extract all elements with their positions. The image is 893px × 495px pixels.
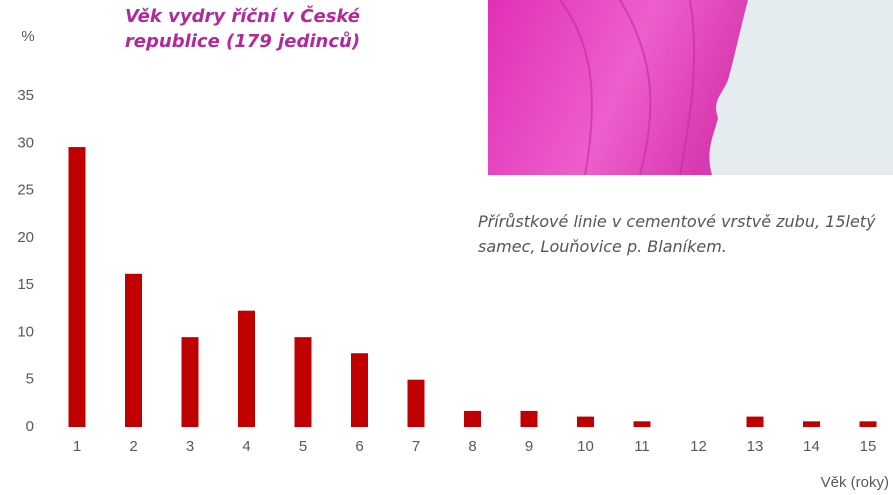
bar bbox=[238, 310, 255, 427]
y-tick-label: 25 bbox=[17, 182, 34, 199]
chart-title: Věk vydry říční v České republice (179 j… bbox=[124, 6, 361, 52]
x-tick-label: 9 bbox=[525, 438, 533, 455]
x-tick-label: 4 bbox=[242, 438, 250, 455]
x-tick-label: 13 bbox=[747, 438, 764, 455]
y-tick-label: 15 bbox=[17, 276, 34, 293]
x-axis-label: Věk (roky) bbox=[821, 474, 889, 491]
x-tick-label: 5 bbox=[299, 438, 307, 455]
bar bbox=[464, 410, 481, 427]
bar bbox=[859, 421, 877, 427]
y-tick-label: 5 bbox=[26, 371, 34, 388]
y-tick-label: 10 bbox=[17, 323, 34, 340]
bar bbox=[181, 337, 199, 427]
bar bbox=[803, 421, 820, 427]
bar bbox=[351, 353, 368, 427]
bar bbox=[125, 273, 142, 427]
bar bbox=[746, 416, 764, 427]
x-tick-label: 8 bbox=[468, 438, 476, 455]
x-tick-label: 10 bbox=[577, 438, 594, 455]
x-tick-label: 12 bbox=[690, 438, 707, 455]
y-tick-label: 20 bbox=[17, 229, 34, 246]
bar bbox=[68, 147, 86, 427]
bar bbox=[520, 410, 538, 427]
y-tick-label: 35 bbox=[17, 87, 34, 104]
x-tick-label: 15 bbox=[860, 438, 877, 455]
x-tick-label: 7 bbox=[412, 438, 420, 455]
y-tick-label: 30 bbox=[17, 134, 34, 151]
x-tick-label: 2 bbox=[129, 438, 137, 455]
x-tick-label: 3 bbox=[186, 438, 194, 455]
x-tick-label: 6 bbox=[355, 438, 363, 455]
y-axis-label: % bbox=[21, 28, 34, 45]
bar bbox=[577, 416, 594, 427]
photo-caption: Přírůstkové linie v cementové vrstvě zub… bbox=[478, 212, 876, 256]
photo-lines bbox=[559, 0, 696, 176]
bar bbox=[294, 337, 312, 427]
x-tick-label: 11 bbox=[634, 438, 650, 455]
x-tick-label: 14 bbox=[803, 438, 820, 455]
bar bbox=[633, 421, 651, 427]
y-tick-label: 0 bbox=[26, 418, 34, 435]
bar bbox=[407, 379, 425, 427]
photo-tissue bbox=[488, 0, 748, 175]
photo bbox=[488, 0, 893, 176]
x-tick-label: 1 bbox=[73, 438, 81, 455]
